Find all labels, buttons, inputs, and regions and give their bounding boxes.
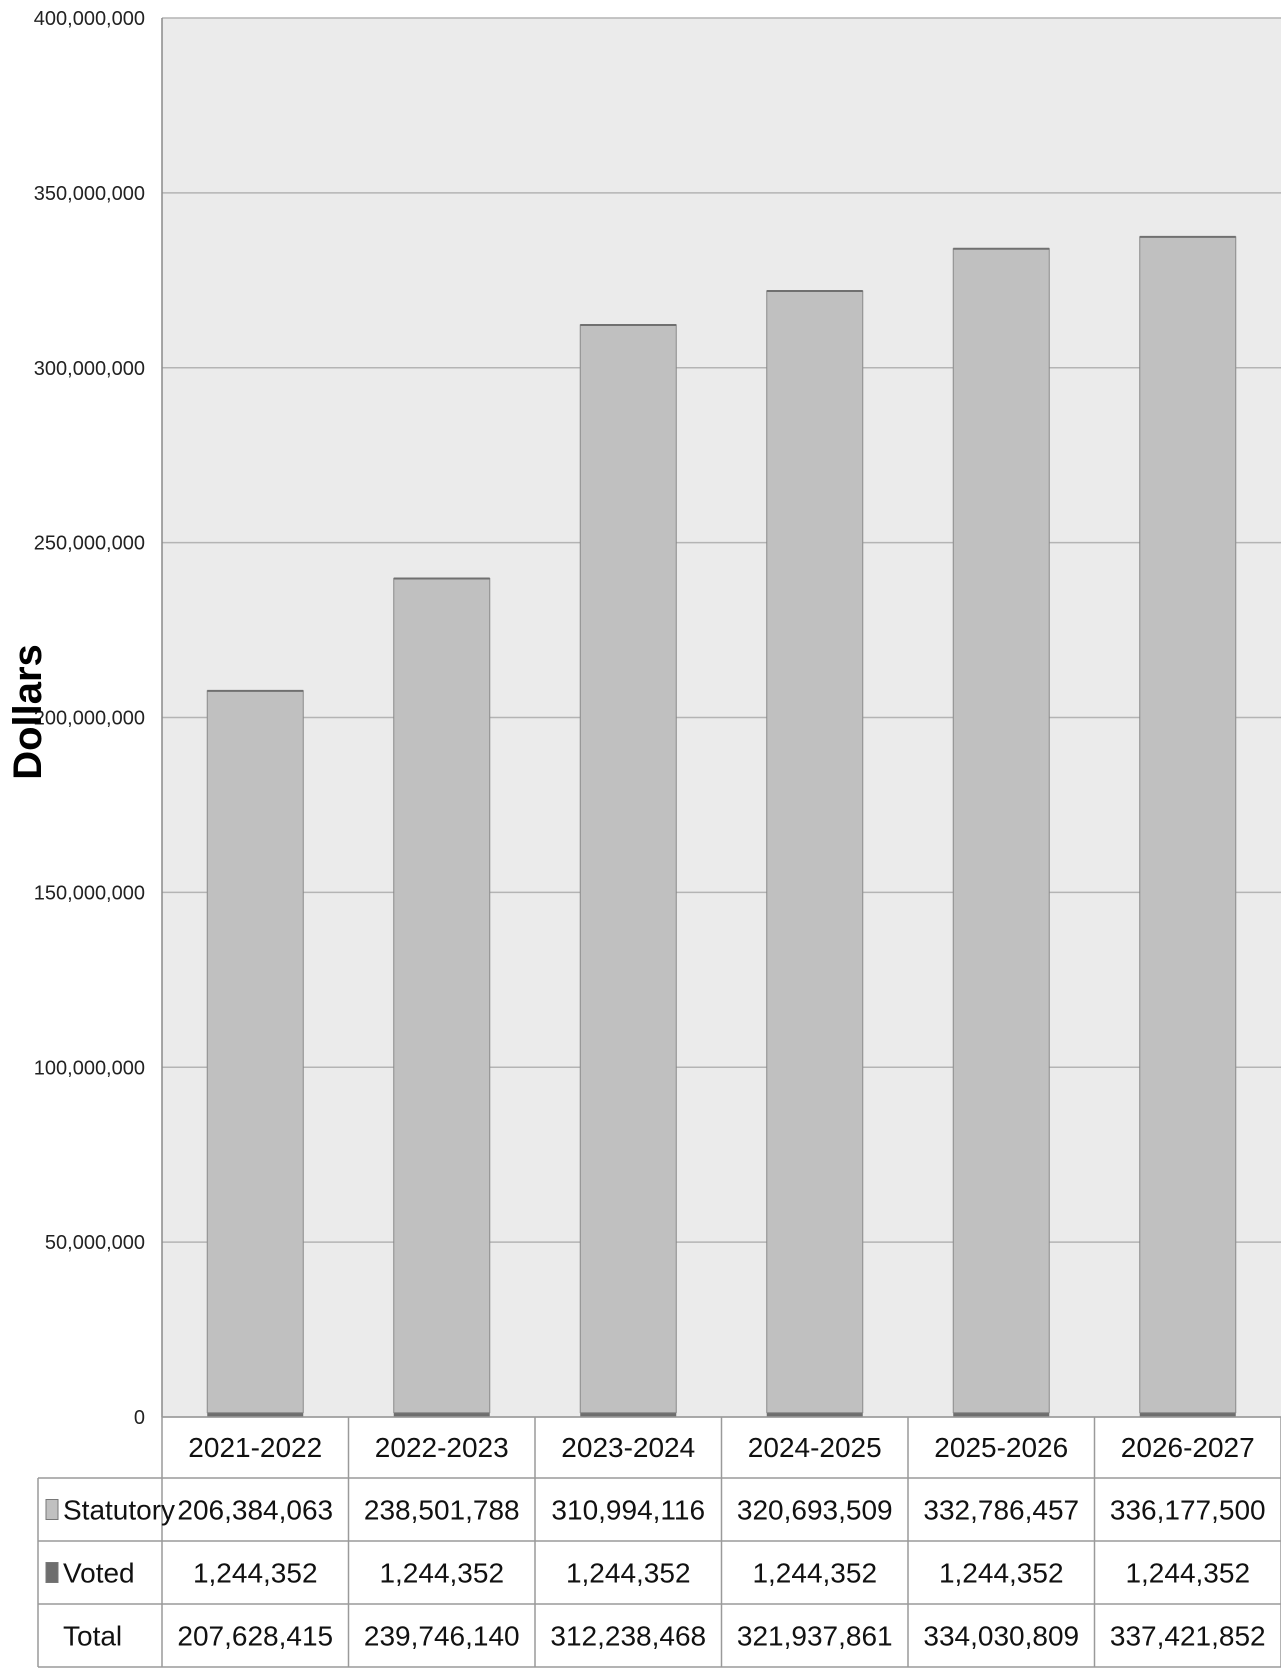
table-row-voted: Voted 1,244,352 1,244,352 1,244,352 1,244,35… [45,1558,1250,1589]
category-label: 2022-2023 [375,1432,509,1463]
y-tick-label: 200,000,000 [34,708,145,730]
data-label: 1,244,352 [752,1558,877,1589]
data-label: 239,746,140 [364,1621,520,1652]
bar-voted-2024-2025 [766,1412,863,1417]
data-label: 312,238,468 [550,1621,706,1652]
y-tick-label: 50,000,000 [45,1232,145,1254]
y-tick-label: 300,000,000 [34,358,145,380]
data-label: 238,501,788 [364,1495,520,1526]
data-label: 310,994,116 [551,1495,705,1526]
data-label: 320,693,509 [737,1495,893,1526]
row-label-statutory: Statutory [63,1495,175,1526]
category-label: 2023-2024 [561,1432,695,1463]
bar-statutory-2023-2024 [579,324,677,1414]
bar-voted-2025-2026 [953,1412,1050,1417]
data-label: 337,421,852 [1110,1621,1266,1652]
category-label: 2026-2027 [1121,1432,1255,1463]
bar-voted-2021-2022 [207,1412,304,1417]
bar-statutory-2024-2025 [766,290,864,1414]
y-tick-label: 250,000,000 [34,533,145,555]
row-label-voted: Voted [63,1558,135,1589]
bar-statutory-2022-2023 [393,577,491,1414]
y-tick-label: 150,000,000 [34,882,145,904]
data-label: 1,244,352 [939,1558,1064,1589]
data-label: 334,030,809 [923,1621,1079,1652]
y-tick-label: 350,000,000 [34,183,145,205]
legend-swatch-statutory [45,1499,59,1520]
category-label: 2024-2025 [748,1432,882,1463]
data-label: 1,244,352 [193,1558,318,1589]
y-tick-label: 100,000,000 [34,1057,145,1079]
y-axis-label: Dollars [6,644,50,780]
data-label: 1,244,352 [566,1558,691,1589]
bar-statutory-2021-2022 [206,690,304,1414]
legend-swatch-voted [45,1562,59,1583]
y-axis-ticks: 0 50,000,000 100,000,000 150,000,000 200,000… [34,8,145,1429]
bar-statutory-2025-2026 [952,248,1050,1414]
row-label-total: Total [63,1621,122,1652]
data-label: 1,244,352 [379,1558,504,1589]
table-row-total: Total 207,628,415 239,746,140 312,238,468 32… [63,1621,1266,1652]
data-label: 332,786,457 [923,1495,1079,1526]
bar-statutory-2026-2027 [1139,236,1237,1414]
table-row-statutory: Statutory 206,384,063 238,501,788 310,994,1… [45,1495,1266,1526]
y-tick-label: 0 [134,1407,145,1429]
bar-voted-2022-2023 [393,1412,490,1417]
data-label: 336,177,500 [1110,1495,1266,1526]
category-label: 2025-2026 [934,1432,1068,1463]
data-table: 2021-2022 2022-2023 2023-2024 2024-2025 2025… [37,1416,1281,1668]
y-tick-label: 400,000,000 [34,8,145,30]
bar-voted-2026-2027 [1139,1412,1236,1417]
data-label: 1,244,352 [1125,1558,1250,1589]
data-label: 206,384,063 [177,1495,333,1526]
bars [206,235,1237,1417]
bar-voted-2023-2024 [580,1412,677,1417]
data-label: 321,937,861 [737,1621,893,1652]
gridlines [161,17,1281,1418]
data-label: 207,628,415 [177,1621,333,1652]
category-label: 2021-2022 [188,1432,322,1463]
